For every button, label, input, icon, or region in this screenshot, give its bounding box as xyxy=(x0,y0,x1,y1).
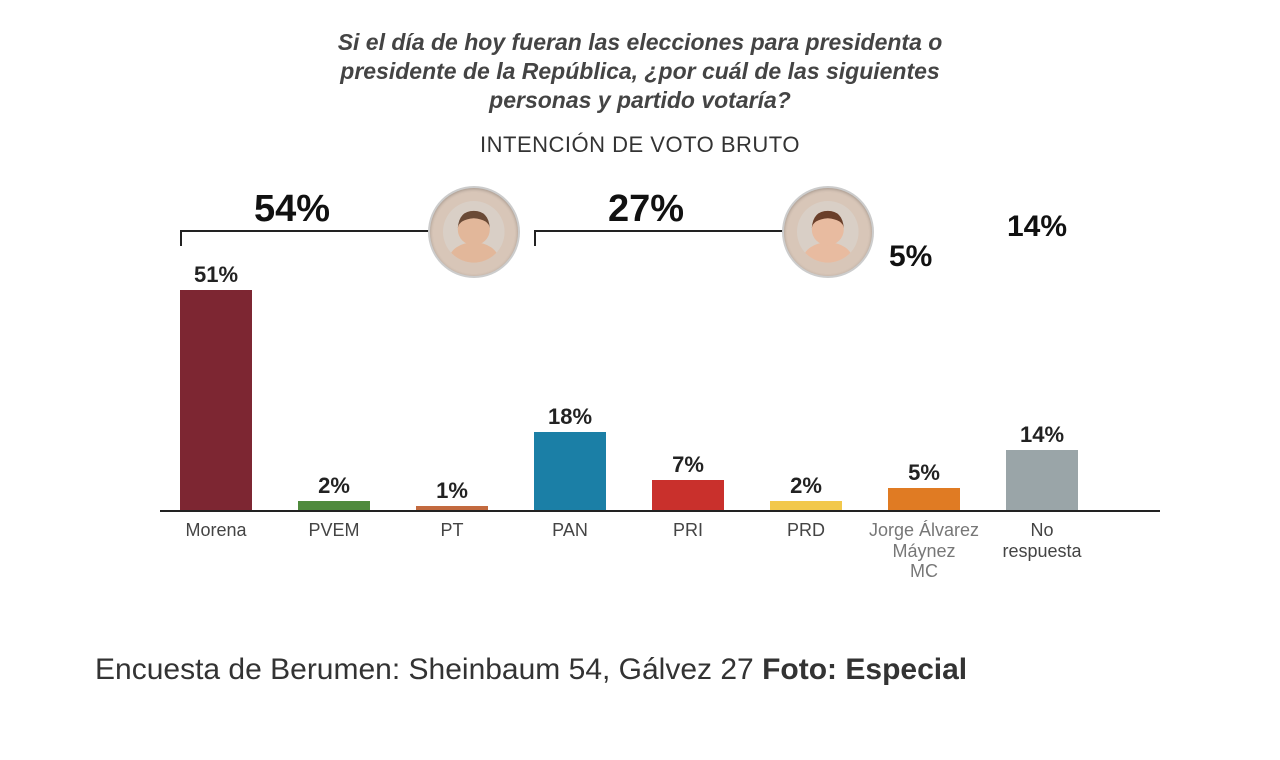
coalition-bracket: 54% xyxy=(180,230,488,232)
coalition-bracket: 27% xyxy=(534,230,842,232)
bar-pan: 18%PAN xyxy=(534,432,606,510)
bar-category-label: Jorge Álvarez Máynez MC xyxy=(866,520,981,582)
bar-prd: 2%PRD xyxy=(770,501,842,510)
bar-value-label: 1% xyxy=(416,478,488,504)
bar-value-label: 18% xyxy=(534,404,606,430)
coalition-percentage: 54% xyxy=(254,188,330,231)
bar-fill xyxy=(534,432,606,510)
bar-category-label: PVEM xyxy=(276,520,391,541)
photo-credit: Foto: Especial xyxy=(762,653,967,686)
coalition-percentage: 27% xyxy=(608,188,684,231)
bar-category-label: No respuesta xyxy=(984,520,1099,561)
bar-value-label: 14% xyxy=(1006,422,1078,448)
bar-pri: 7%PRI xyxy=(652,480,724,510)
bar-fill xyxy=(1006,450,1078,510)
bar-category-label: PAN xyxy=(512,520,627,541)
header-block: Si el día de hoy fueran las elecciones p… xyxy=(200,28,1080,158)
bar-value-label: 2% xyxy=(770,473,842,499)
person-icon xyxy=(797,201,859,263)
chart-baseline xyxy=(160,510,1160,512)
group-percentage: 14% xyxy=(1007,210,1067,244)
bar-category-label: PRD xyxy=(748,520,863,541)
bar-fill xyxy=(298,501,370,510)
bar-category-label: PT xyxy=(394,520,509,541)
bar-category-label: PRI xyxy=(630,520,745,541)
bar-fill xyxy=(888,488,960,510)
chart-subtitle: INTENCIÓN DE VOTO BRUTO xyxy=(200,132,1080,158)
bar-fill xyxy=(416,506,488,510)
bar-pt: 1%PT xyxy=(416,506,488,510)
figure-caption: Encuesta de Berumen: Sheinbaum 54, Gálve… xyxy=(95,650,1185,691)
bar-value-label: 5% xyxy=(888,460,960,486)
bar-value-label: 2% xyxy=(298,473,370,499)
bar-fill xyxy=(770,501,842,510)
bar-fill xyxy=(652,480,724,510)
bar-jorge-lvarez: 5%Jorge Álvarez Máynez MC xyxy=(888,488,960,510)
vote-intention-bar-chart: 51%Morena2%PVEM1%PT18%PAN7%PRI2%PRD5%Jor… xyxy=(160,210,1160,580)
galvez-avatar xyxy=(784,188,872,276)
page: Si el día de hoy fueran las elecciones p… xyxy=(0,0,1280,760)
group-percentage: 5% xyxy=(889,240,932,274)
bar-pvem: 2%PVEM xyxy=(298,501,370,510)
bar-value-label: 7% xyxy=(652,452,724,478)
bar-morena: 51%Morena xyxy=(180,290,252,510)
sheinbaum-avatar xyxy=(430,188,518,276)
bar-no: 14%No respuesta xyxy=(1006,450,1078,510)
bracket-tick xyxy=(534,232,536,246)
bar-fill xyxy=(180,290,252,510)
bar-category-label: Morena xyxy=(158,520,273,541)
bar-value-label: 51% xyxy=(180,262,252,288)
person-icon xyxy=(443,201,505,263)
caption-text: Encuesta de Berumen: Sheinbaum 54, Gálve… xyxy=(95,653,762,686)
bracket-tick xyxy=(180,232,182,246)
poll-question: Si el día de hoy fueran las elecciones p… xyxy=(320,28,960,114)
